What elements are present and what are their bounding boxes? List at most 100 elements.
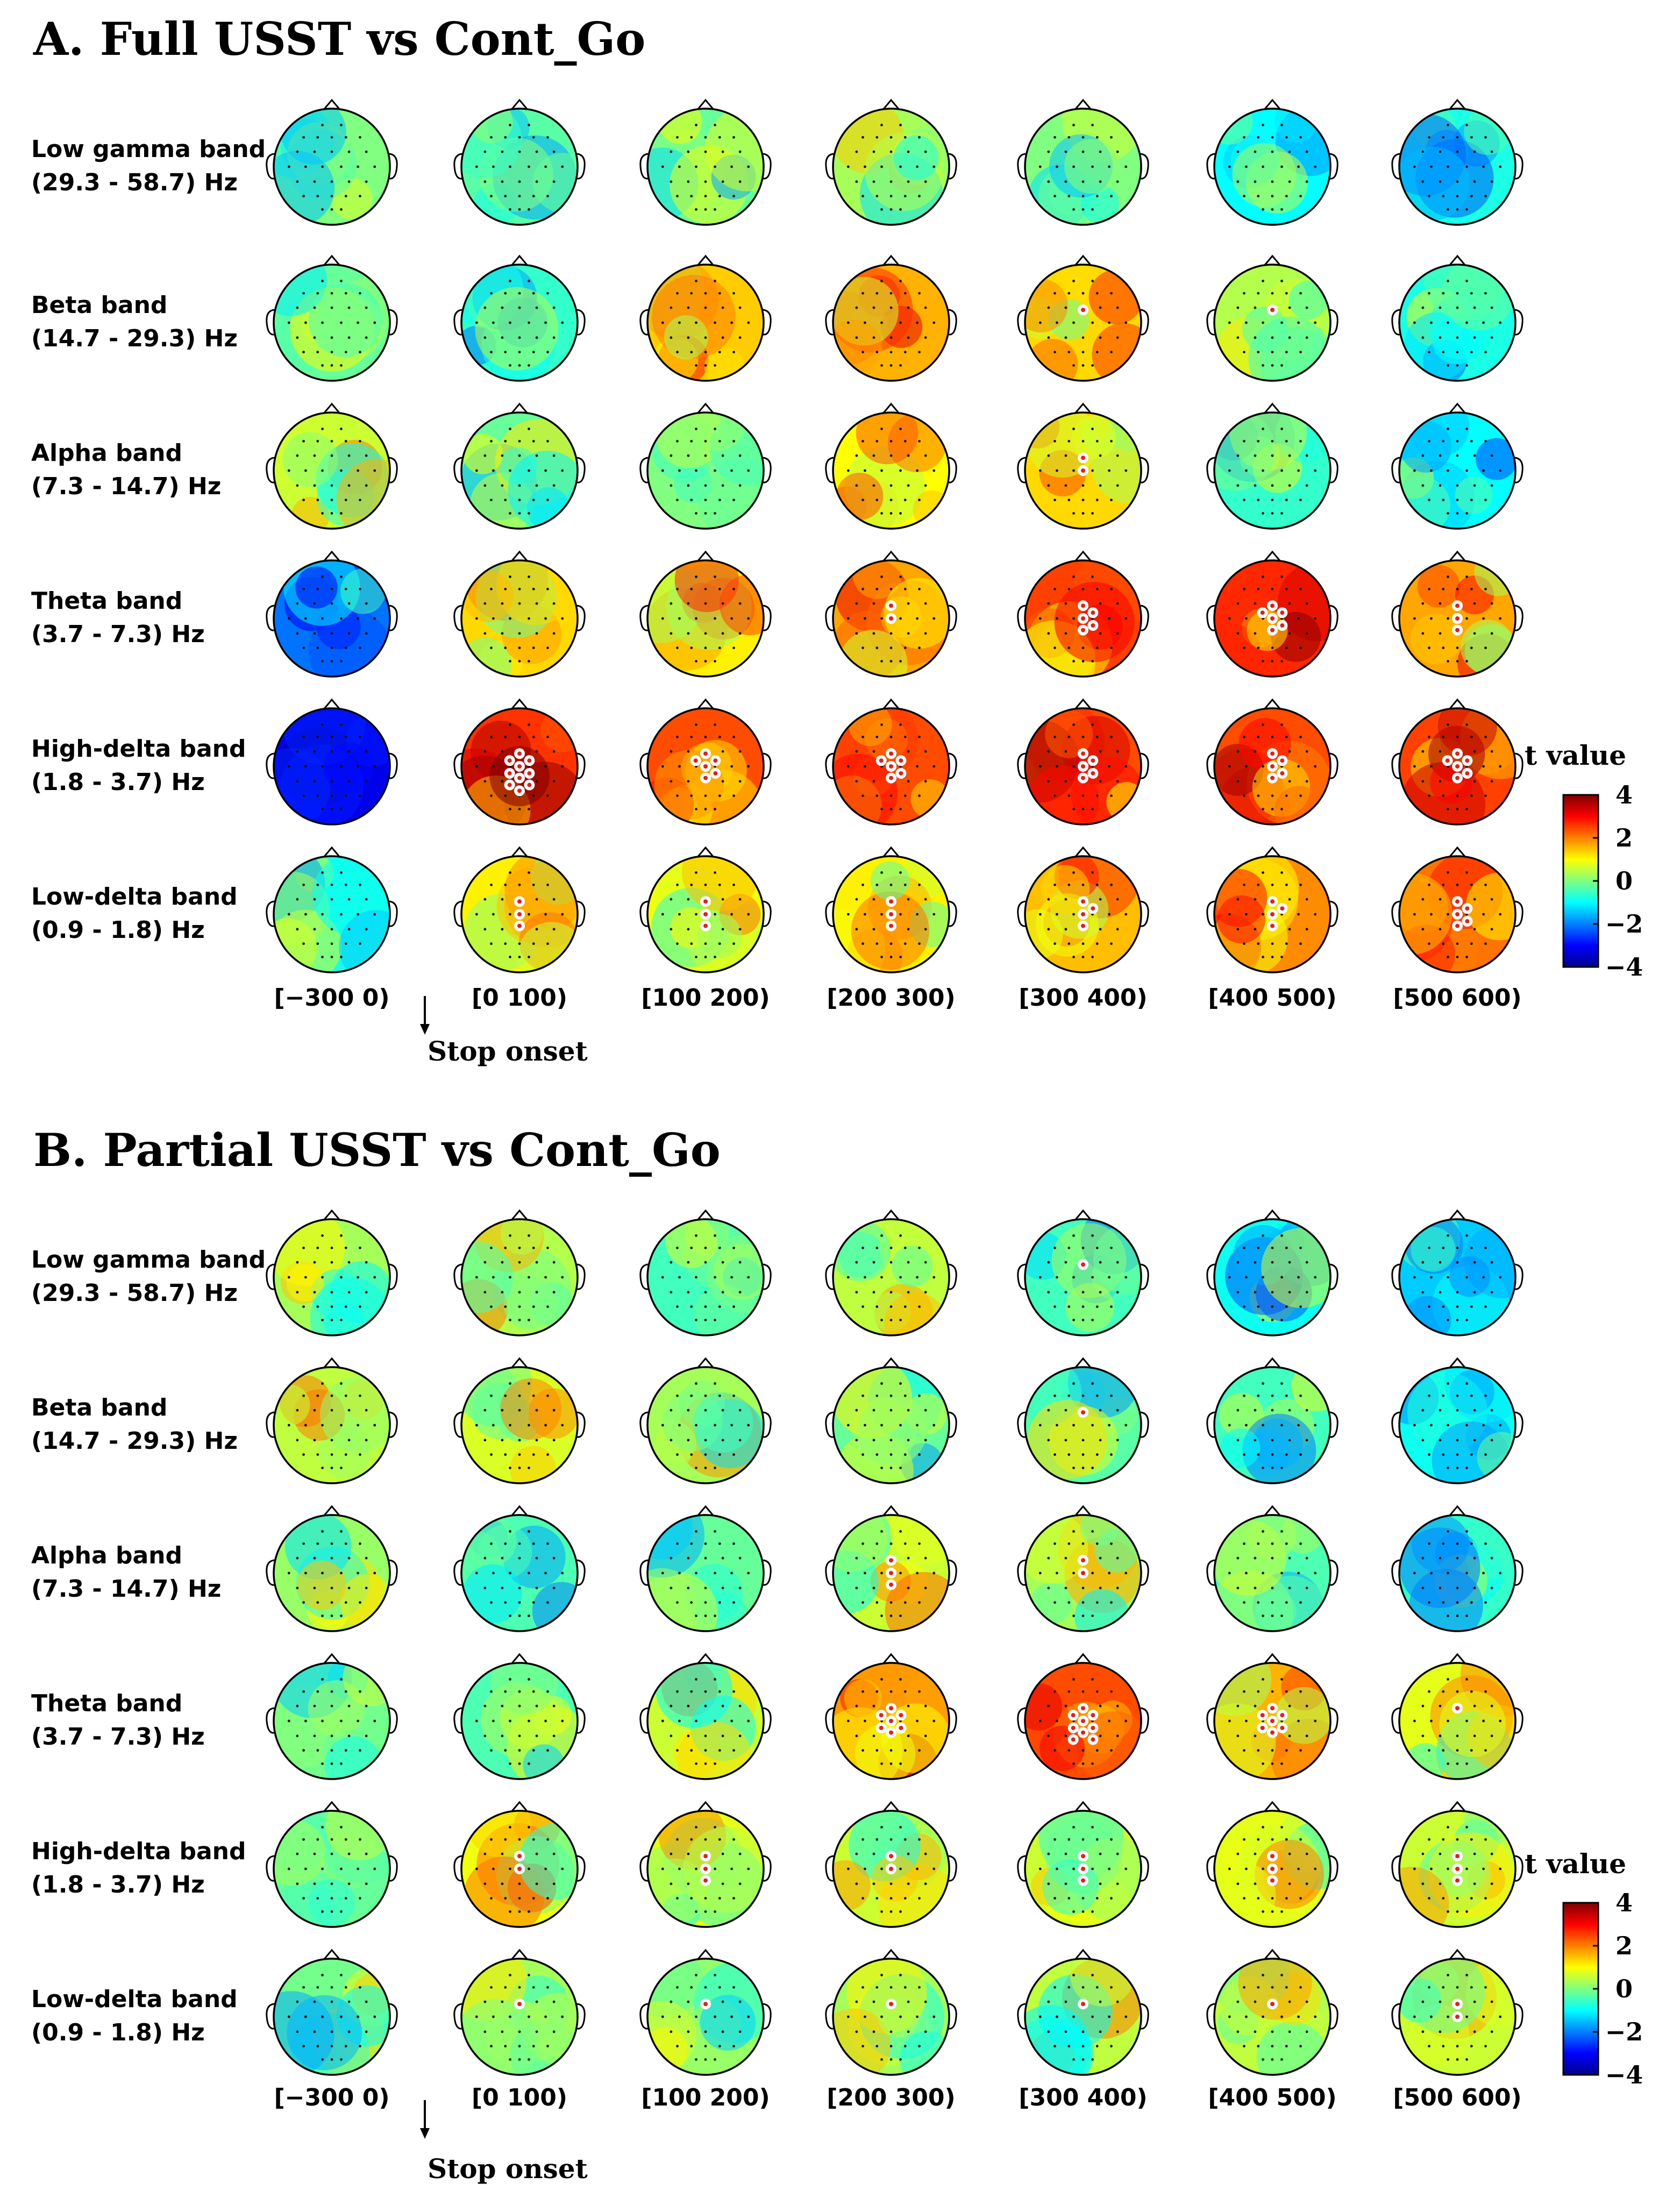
electrode — [695, 617, 697, 620]
scalp-blob — [274, 1384, 310, 1426]
electrode — [1428, 1897, 1430, 1900]
electrode — [1465, 165, 1468, 168]
electrode — [1484, 1838, 1487, 1841]
electrode — [862, 499, 864, 502]
electrode — [321, 871, 324, 874]
electrode — [509, 208, 511, 211]
left-ear — [639, 1707, 649, 1734]
electrode — [1499, 1571, 1502, 1575]
electrode — [1439, 1291, 1442, 1294]
electrode — [704, 956, 707, 958]
electrode — [1285, 1453, 1288, 1456]
electrode — [1465, 124, 1468, 126]
electrode — [1243, 1305, 1245, 1308]
significant-electrode-center — [1081, 628, 1085, 632]
electrode — [1081, 1762, 1085, 1765]
electrode — [475, 1276, 478, 1279]
topo-map — [639, 1505, 772, 1632]
electrode — [504, 1749, 507, 1752]
electrode — [1482, 469, 1485, 472]
head-outline — [1398, 1662, 1517, 1780]
electrode — [862, 883, 864, 886]
electrode — [918, 646, 921, 650]
electrode — [1254, 780, 1257, 783]
topo-map — [825, 1357, 957, 1484]
electrode — [1124, 765, 1128, 768]
electrode — [535, 2030, 538, 2033]
electrode — [855, 306, 858, 309]
electrode — [1428, 499, 1430, 502]
electrode — [532, 1394, 535, 1397]
electrode — [1053, 1749, 1056, 1752]
significant-electrode-center — [1081, 1730, 1085, 1735]
electrode — [552, 306, 556, 309]
electrode — [532, 1246, 535, 1249]
electrode — [695, 1826, 697, 1829]
electrode — [330, 208, 333, 211]
electrode — [1254, 750, 1257, 753]
electrode — [1271, 1556, 1274, 1560]
electrode — [1271, 1749, 1274, 1752]
electrode — [535, 1291, 538, 1294]
electrode — [732, 1453, 735, 1456]
electrode — [718, 646, 721, 650]
electrode — [1288, 150, 1291, 153]
scalp-blob — [1276, 1687, 1330, 1744]
nose — [1263, 1357, 1282, 1369]
electrode — [1482, 913, 1485, 916]
electrode — [1490, 1882, 1493, 1886]
electrode — [1288, 1704, 1291, 1708]
right-ear — [1140, 604, 1149, 631]
scalp-field — [1025, 265, 1141, 381]
electrode — [1271, 136, 1274, 139]
electrode — [695, 1762, 697, 1765]
electrode — [862, 942, 864, 945]
electrode — [1447, 575, 1449, 578]
electrode — [1108, 617, 1111, 620]
scalp-blob — [1475, 438, 1515, 480]
electrode — [704, 499, 707, 502]
electrode — [561, 1276, 564, 1279]
electrode — [1072, 1571, 1075, 1575]
electrode — [1271, 351, 1274, 354]
head-outline — [832, 411, 950, 530]
topo-map — [266, 1209, 398, 1336]
electrode — [1490, 1261, 1493, 1264]
electrode — [899, 1319, 902, 1321]
topo-map — [453, 1357, 586, 1484]
left-ear — [825, 1559, 834, 1586]
electrode — [1108, 1867, 1111, 1870]
head-outline — [1213, 855, 1332, 973]
electrode — [714, 1910, 716, 1913]
electrode — [552, 1409, 556, 1412]
electrode — [899, 208, 902, 211]
electrode — [1442, 195, 1445, 198]
significant-electrode-center — [1445, 758, 1450, 763]
electrode — [1285, 291, 1288, 295]
significant-electrode-center — [1270, 1867, 1275, 1871]
electrode — [1299, 195, 1302, 198]
electrode — [1465, 723, 1468, 726]
electrode — [330, 587, 333, 591]
topo-map — [266, 846, 398, 973]
scalp-blob — [1289, 281, 1328, 319]
scalp-blob — [700, 1995, 756, 2051]
time-window-label: [0 100) — [472, 2084, 567, 2111]
head-outline — [273, 264, 391, 382]
electrode — [1305, 2000, 1308, 2003]
electrode — [1254, 632, 1257, 635]
electrode — [1072, 124, 1075, 126]
electrode — [714, 364, 716, 367]
electrode — [889, 1749, 893, 1752]
electrode — [1285, 1749, 1288, 1752]
electrode — [1099, 632, 1102, 635]
electrode — [535, 750, 538, 753]
electrode — [1095, 942, 1099, 945]
electrode — [1271, 336, 1274, 339]
electrode — [1413, 1276, 1416, 1279]
scalp-blob — [501, 1219, 543, 1255]
electrode — [899, 2058, 902, 2061]
electrode — [1470, 195, 1473, 198]
electrode — [1428, 1246, 1430, 1249]
electrode — [528, 165, 530, 168]
